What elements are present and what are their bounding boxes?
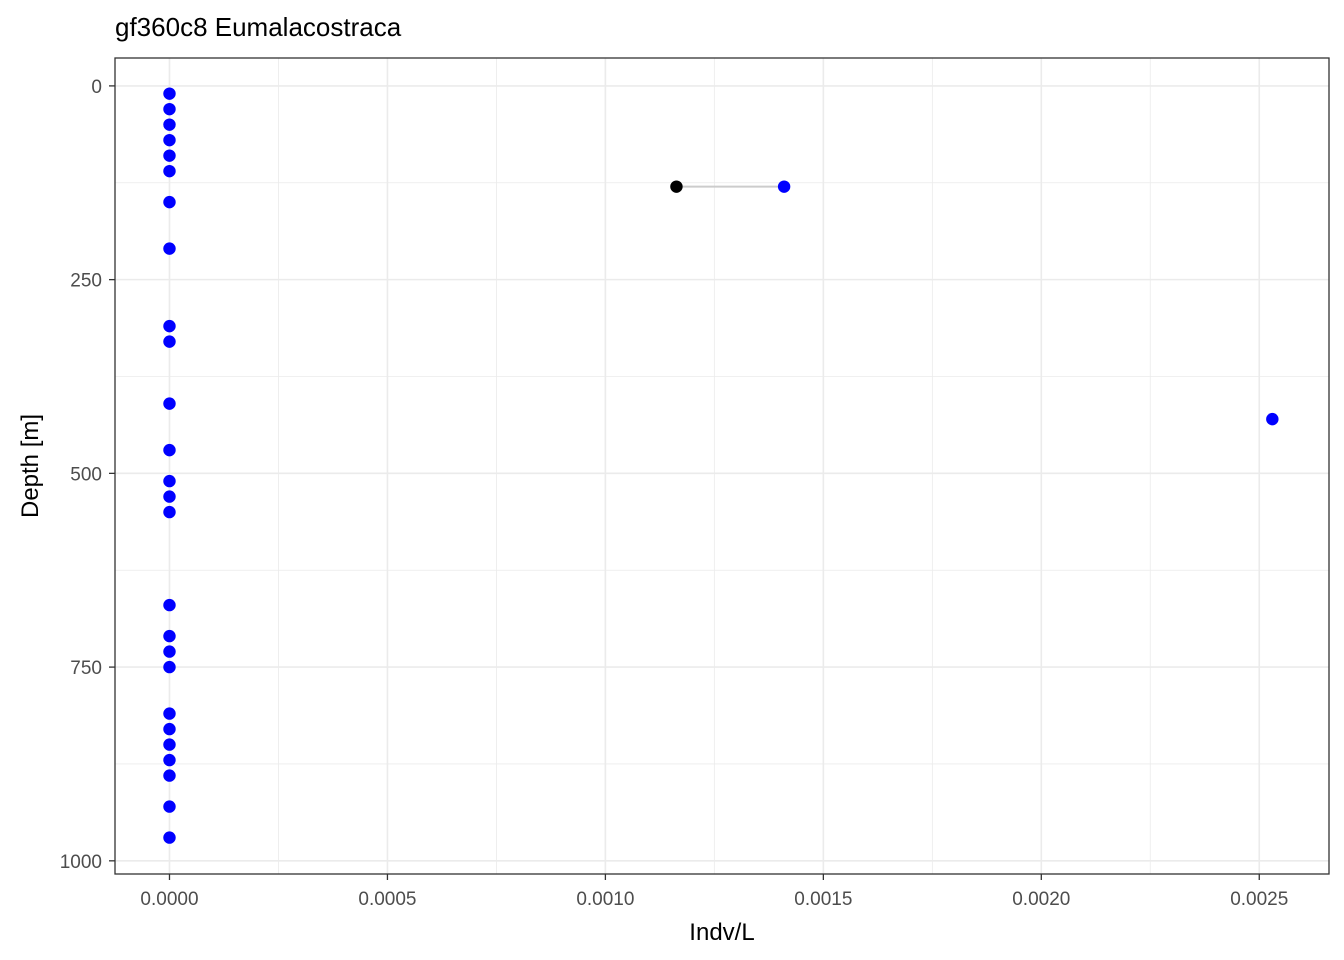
data-point (670, 180, 683, 193)
panel-border (114, 57, 1330, 875)
x-tick-label: 0.0005 (358, 889, 416, 910)
data-point (163, 397, 176, 410)
data-point (777, 180, 791, 193)
data-point (163, 769, 176, 782)
data-point (163, 164, 176, 178)
data-point (163, 707, 176, 720)
data-point (163, 335, 176, 348)
axis-ticks (109, 85, 1260, 880)
data-point (163, 87, 176, 100)
x-tick-label: 0.0025 (1230, 889, 1288, 910)
grid (115, 58, 1329, 874)
data-point (163, 102, 176, 116)
x-tick-label: 0.0020 (1012, 889, 1070, 910)
data-point (163, 242, 176, 255)
data-point (163, 645, 176, 658)
x-tick-label: 0.0010 (576, 889, 634, 910)
y-tick-label: 1000 (60, 852, 102, 873)
y-axis-title: Depth [m] (17, 414, 44, 518)
data-point (163, 474, 176, 488)
y-tick-label: 250 (70, 271, 102, 292)
chart-title: gf360c8 Eumalacostraca (115, 12, 402, 42)
tick-labels: 0.0000 0.0005 0.0010 0.0015 0.0020 0.0025 0 250… (60, 77, 1289, 910)
data-point (163, 195, 176, 209)
y-tick-label: 500 (70, 464, 102, 485)
data-point (163, 722, 176, 736)
data-point (163, 443, 176, 457)
y-tick-label: 750 (70, 658, 102, 679)
data-point (163, 629, 176, 643)
data-point (163, 149, 176, 162)
data-point (163, 831, 176, 844)
x-tick-label: 0.0015 (794, 889, 852, 910)
data-point (163, 319, 176, 333)
data-point (163, 598, 176, 612)
data-point (163, 133, 176, 147)
data-point (163, 800, 176, 813)
data-point (163, 505, 176, 519)
x-axis-title: Indv/L (689, 919, 754, 946)
data-point (1266, 412, 1279, 426)
data-points (163, 87, 1279, 844)
panel-background (115, 58, 1329, 874)
data-point (163, 753, 176, 767)
y-tick-label: 0 (91, 77, 102, 98)
data-point (163, 738, 176, 751)
x-tick-label: 0.0000 (140, 889, 198, 910)
data-point (163, 660, 176, 674)
data-point (163, 490, 176, 503)
data-point (163, 118, 176, 131)
